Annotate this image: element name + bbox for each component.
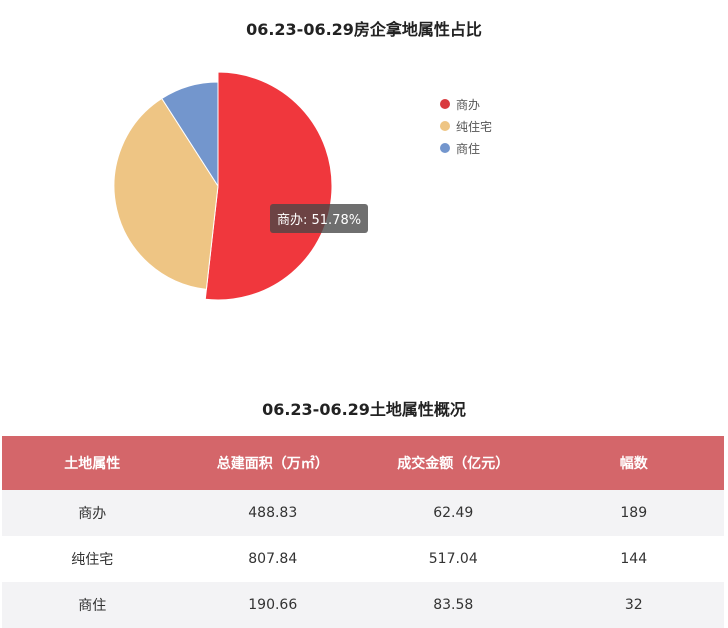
cell-parcel-count: 189 xyxy=(620,505,648,521)
pie-slice-shangzhu[interactable] xyxy=(161,81,219,188)
pie-chart xyxy=(113,71,333,301)
header-transaction-amount: 成交金额（亿元） xyxy=(397,456,510,472)
table-title: 06.23-06.29土地属性概况 xyxy=(262,400,466,419)
table-header-row: 土地属性 总建面积（万㎡） 成交金额（亿元） 幅数 xyxy=(2,436,724,490)
land-attribute-table: 土地属性 总建面积（万㎡） 成交金额（亿元） 幅数 商办 488.83 62.4… xyxy=(2,436,724,628)
cell-transaction-amount: 62.49 xyxy=(433,505,474,521)
cell-parcel-count: 32 xyxy=(624,597,643,613)
cell-parcel-count: 144 xyxy=(620,551,648,567)
header-land-attribute: 土地属性 xyxy=(64,456,121,472)
cell-floor-area: 807.84 xyxy=(248,551,298,567)
header-parcel-count: 幅数 xyxy=(619,456,648,472)
legend-item-shangzhu[interactable]: 商住 xyxy=(440,137,492,159)
table-row: 商住 190.66 83.58 32 xyxy=(2,582,724,628)
header-floor-area: 总建面积（万㎡） xyxy=(216,456,329,472)
legend-dot xyxy=(440,99,450,109)
legend-label: 纯住宅 xyxy=(456,119,493,134)
pie-chart-title: 06.23-06.29房企拿地属性占比 xyxy=(246,20,482,39)
legend-dot xyxy=(440,121,450,131)
cell-floor-area: 190.66 xyxy=(248,597,298,613)
legend-label: 商办 xyxy=(456,97,481,112)
pie-legend: 商办 纯住宅 商住 xyxy=(440,93,492,159)
cell-land-attribute: 纯住宅 xyxy=(71,552,114,568)
pie-tooltip: 商办: 51.78% xyxy=(270,204,369,233)
cell-transaction-amount: 517.04 xyxy=(428,551,478,567)
table-row: 纯住宅 807.84 517.04 144 xyxy=(2,536,724,582)
legend-dot xyxy=(440,143,450,153)
cell-floor-area: 488.83 xyxy=(248,505,298,521)
table-row: 商办 488.83 62.49 189 xyxy=(2,490,724,536)
legend-item-chunzhuzhai[interactable]: 纯住宅 xyxy=(440,115,492,137)
cell-land-attribute: 商住 xyxy=(78,598,107,614)
cell-transaction-amount: 83.58 xyxy=(433,597,474,613)
legend-label: 商住 xyxy=(456,141,481,156)
legend-item-shangban[interactable]: 商办 xyxy=(440,93,492,115)
pie-slice-shangban[interactable] xyxy=(204,71,333,301)
cell-land-attribute: 商办 xyxy=(78,506,107,522)
